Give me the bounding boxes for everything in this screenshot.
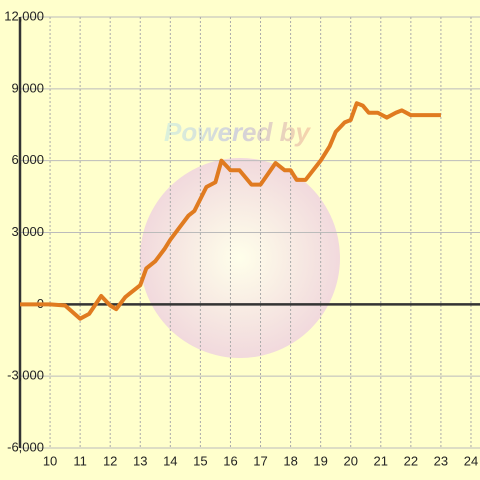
watermark: Powered by bbox=[164, 117, 311, 147]
x-tick-label: 13 bbox=[133, 453, 147, 468]
x-tick-label: 21 bbox=[374, 453, 388, 468]
x-tick-label: 17 bbox=[253, 453, 267, 468]
x-tick-label: 12 bbox=[103, 453, 117, 468]
x-tick-label: 10 bbox=[43, 453, 57, 468]
y-tick-label: -6,000 bbox=[7, 439, 44, 454]
y-tick-label: 6,000 bbox=[11, 152, 44, 167]
x-tick-label: 19 bbox=[313, 453, 327, 468]
x-tick-label: 18 bbox=[283, 453, 297, 468]
x-tick-label: 22 bbox=[404, 453, 418, 468]
watermark-logo bbox=[140, 158, 340, 358]
x-tick-label: 14 bbox=[163, 453, 177, 468]
x-tick-label: 24 bbox=[464, 453, 478, 468]
x-tick-label: 20 bbox=[343, 453, 357, 468]
y-tick-label: 9,000 bbox=[11, 80, 44, 95]
x-tick-label: 16 bbox=[223, 453, 237, 468]
y-tick-label: -3,000 bbox=[7, 368, 44, 383]
line bbox=[20, 101, 441, 321]
y-tick-label: 3,000 bbox=[11, 224, 44, 239]
x-tick-label: 11 bbox=[73, 453, 87, 468]
x-tick-label: 23 bbox=[434, 453, 448, 468]
y-tick-label: 12,000 bbox=[4, 8, 44, 23]
x-tick-label: 15 bbox=[193, 453, 207, 468]
